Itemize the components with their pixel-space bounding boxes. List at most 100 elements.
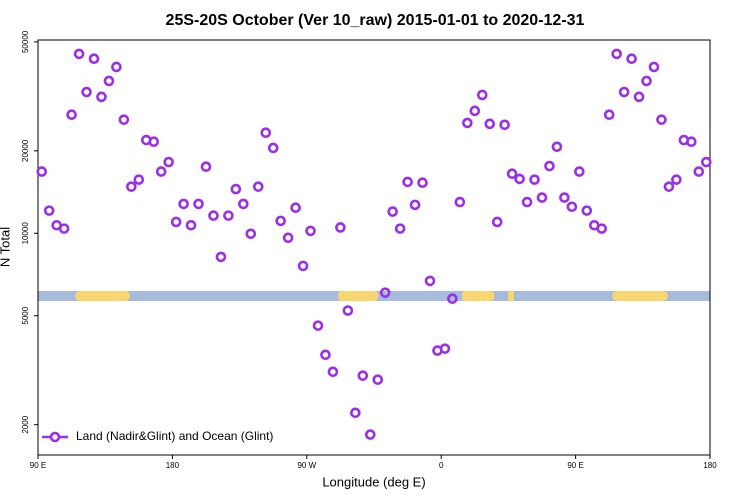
data-point <box>417 177 428 189</box>
data-point <box>379 287 391 298</box>
data-point <box>103 75 115 87</box>
y-tick-label: 50000 <box>21 30 30 53</box>
data-point <box>402 176 413 188</box>
data-point <box>312 320 324 331</box>
data-point <box>424 275 436 287</box>
data-point <box>581 205 593 216</box>
data-point <box>656 114 667 125</box>
data-point <box>387 206 398 217</box>
data-point <box>693 166 705 177</box>
x-tick-label: 180 <box>703 461 717 470</box>
data-point <box>267 142 279 154</box>
data-point <box>118 114 130 125</box>
data-point <box>686 136 697 148</box>
data-point <box>454 196 466 208</box>
data-point <box>320 349 331 361</box>
data-point <box>208 210 219 221</box>
legend-label: Land (Nadir&Glint) and Ocean (Glint) <box>76 429 273 443</box>
data-point <box>409 199 421 211</box>
data-point <box>357 370 369 381</box>
data-point <box>372 374 384 385</box>
data-point <box>499 119 510 131</box>
data-point <box>81 86 92 98</box>
data-point <box>282 232 294 244</box>
data-point <box>626 53 637 65</box>
data-point <box>641 75 652 87</box>
data-point <box>439 343 451 354</box>
data-point <box>394 223 406 234</box>
data-point <box>350 407 361 419</box>
data-point <box>305 225 316 237</box>
data-point <box>447 293 458 304</box>
land-segment <box>508 291 514 301</box>
data-point <box>514 173 525 185</box>
x-tick-label: 90 E <box>30 461 46 470</box>
data-point <box>96 91 107 103</box>
data-point <box>476 89 488 101</box>
data-point <box>327 366 339 378</box>
data-point <box>275 215 286 227</box>
data-point <box>133 174 145 185</box>
data-point <box>506 168 518 180</box>
data-point <box>245 228 257 240</box>
data-point <box>163 156 174 168</box>
data-point <box>484 118 496 130</box>
land-segment <box>75 291 130 301</box>
x-tick-label: 90 W <box>297 461 316 470</box>
land-segment <box>612 291 668 301</box>
data-point <box>663 181 675 192</box>
data-point <box>603 109 615 121</box>
data-point <box>551 141 563 153</box>
data-point <box>230 183 242 195</box>
data-point <box>342 305 354 316</box>
data-point <box>521 196 533 208</box>
data-point <box>335 222 346 233</box>
data-point <box>596 223 608 234</box>
y-axis-label: N Total <box>0 227 12 267</box>
data-point <box>290 202 301 214</box>
data-point <box>200 161 212 173</box>
data-point <box>178 198 189 210</box>
y-tick-label: 20000 <box>21 139 30 162</box>
data-point <box>126 181 137 192</box>
x-axis-label: Longitude (deg E) <box>322 474 425 489</box>
data-point <box>544 160 555 172</box>
data-point <box>364 429 376 440</box>
data-point <box>185 219 197 231</box>
land-segment <box>462 291 494 301</box>
data-point <box>66 109 77 121</box>
data-point <box>238 198 249 210</box>
data-point <box>58 223 70 234</box>
data-point <box>155 166 167 177</box>
data-point <box>215 251 227 263</box>
x-tick-label: 180 <box>166 461 180 470</box>
chart-title: 25S-20S October (Ver 10_raw) 2015-01-01 … <box>166 12 585 29</box>
data-point <box>633 91 645 103</box>
data-point <box>111 61 122 73</box>
plot-frame <box>37 39 711 456</box>
data-point <box>611 48 622 60</box>
legend-marker <box>49 431 61 443</box>
data-point <box>700 156 712 168</box>
data-point <box>469 105 481 117</box>
data-point <box>574 166 585 177</box>
data-point <box>260 127 272 138</box>
x-tick-label: 90 E <box>567 461 583 470</box>
data-point <box>88 53 100 65</box>
land-ocean-strip <box>38 291 710 301</box>
land-segment <box>338 291 378 301</box>
data-point <box>297 260 309 272</box>
data-point <box>170 216 182 228</box>
data-point <box>43 205 55 216</box>
y-tick-label: 2000 <box>21 415 30 433</box>
data-point <box>491 216 503 228</box>
data-point <box>529 174 540 185</box>
data-point <box>559 192 570 203</box>
data-point <box>148 136 160 148</box>
data-point <box>671 174 682 185</box>
data-point <box>462 117 473 129</box>
data-point <box>73 48 85 60</box>
